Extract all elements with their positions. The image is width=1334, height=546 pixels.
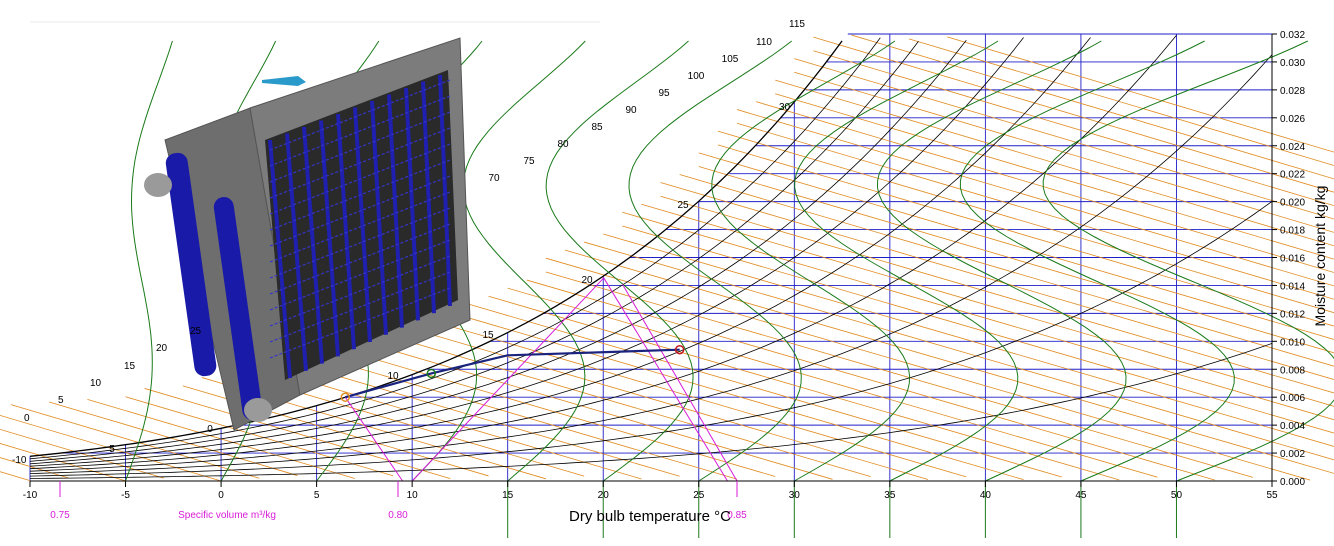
enthalpy-label: 25 [677,200,689,211]
enthalpy-label: 100 [688,71,705,82]
x-tick-label: 25 [693,490,705,501]
wet-bulb-label: 25 [190,326,202,337]
enthalpy-label: 5 [109,444,115,455]
wet-bulb-label: 30 [779,102,791,113]
wet-bulb-label: 15 [124,361,136,372]
x-tick-label: 35 [884,490,896,501]
x-axis-title: Dry bulb temperature °C [569,508,731,525]
y-tick-label: 0.032 [1280,30,1305,41]
specific-volume-title: Specific volume m³/kg [178,510,276,521]
x-tick-label: 0 [218,490,224,501]
y-tick-label: 0.018 [1280,226,1305,237]
x-tick-label: 30 [789,490,801,501]
y-tick-label: 0.004 [1280,421,1305,432]
y-tick-label: 0.006 [1280,393,1305,404]
specific-volume-tick-label: 0.80 [388,510,408,521]
x-tick-label: 55 [1266,490,1278,501]
specific-volume-tick-label: 0.75 [50,510,70,521]
y-tick-label: 0.012 [1280,309,1305,320]
wet-bulb-label: 10 [90,378,102,389]
x-tick-label: 20 [598,490,610,501]
enthalpy-label: 10 [387,371,399,382]
y-tick-label: 0.026 [1280,114,1305,125]
x-tick-label: 50 [1171,490,1183,501]
y-tick-label: 0.030 [1280,58,1305,69]
x-tick-label: -10 [23,490,38,501]
coil-inlet-pipe [144,173,172,197]
x-tick-label: 15 [502,490,514,501]
wet-bulb-label: 20 [156,343,168,354]
enthalpy-label: 0 [207,424,213,435]
enthalpy-label: 20 [581,275,593,286]
x-tick-label: 5 [314,490,320,501]
y-tick-label: 0.014 [1280,281,1305,292]
wet-bulb-label: 0 [24,413,30,424]
enthalpy-label: 90 [625,105,637,116]
y-tick-label: 0.028 [1280,86,1305,97]
y-tick-label: 0.016 [1280,254,1305,265]
enthalpy-label: 105 [722,54,739,65]
enthalpy-label: 85 [591,122,603,133]
enthalpy-label: 110 [756,37,772,48]
y-axis-title: Moisture content kg/kg [1312,186,1328,327]
coil-outlet-pipe [244,398,272,422]
enthalpy-label: 75 [523,156,535,167]
enthalpy-label: 70 [488,173,500,184]
enthalpy-label: 15 [482,330,494,341]
y-tick-label: 0.020 [1280,198,1305,209]
y-tick-label: 0.000 [1280,477,1305,488]
y-tick-label: 0.010 [1280,337,1305,348]
x-tick-label: -5 [121,490,130,501]
wet-bulb-label: -10 [12,455,27,466]
enthalpy-label: 115 [789,19,805,30]
enthalpy-label: 95 [658,88,670,99]
y-tick-label: 0.022 [1280,170,1305,181]
y-tick-label: 0.024 [1280,142,1305,153]
x-tick-label: 40 [980,490,992,501]
enthalpy-label: 80 [557,139,569,150]
wet-bulb-label: 5 [58,395,64,406]
y-tick-label: 0.008 [1280,365,1305,376]
x-tick-label: 45 [1075,490,1087,501]
y-tick-label: 0.002 [1280,449,1305,460]
x-tick-label: 10 [407,490,419,501]
